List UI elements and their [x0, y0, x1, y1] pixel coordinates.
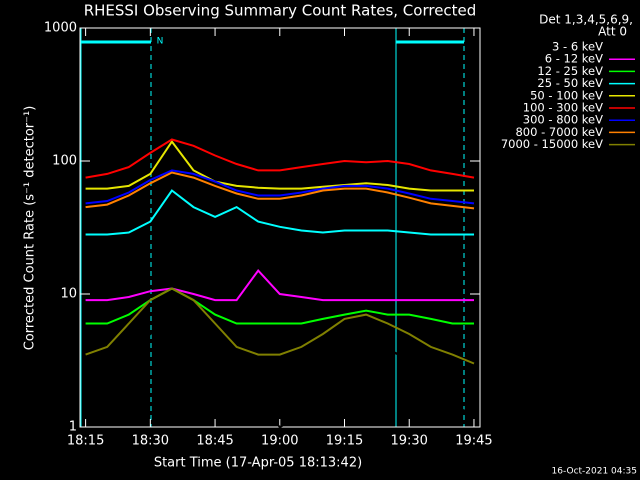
x-tick-label: 19:00 [261, 434, 298, 449]
legend-label: 12 - 25 keV [537, 64, 603, 78]
legend-label: 300 - 800 keV [523, 113, 603, 127]
y-tick-label: 100 [52, 154, 77, 169]
y-tick-label: 1 [69, 420, 77, 435]
series-line [85, 169, 475, 205]
legend-header: Det 1,3,4,5,6,9, [539, 13, 633, 27]
y-tick-label: 10 [60, 287, 77, 302]
x-axis-label: Start Time (17-Apr-05 18:13:42) [154, 456, 362, 471]
x-tick-label: 19:30 [390, 434, 427, 449]
legend-header: Att 0 [598, 25, 627, 39]
y-axis-label: Corrected Count Rate (s⁻¹ detector⁻¹) [23, 106, 38, 351]
series-line [85, 287, 475, 365]
legend-label: 800 - 7000 keV [515, 125, 603, 139]
series-line [85, 269, 474, 302]
x-tick-label: 18:45 [196, 434, 233, 449]
series-line [84, 313, 475, 429]
attenuator-markers [80, 28, 465, 427]
series-line [85, 171, 475, 210]
chart-title: RHESSI Observing Summary Count Rates, Co… [84, 2, 477, 20]
x-tick-label: 19:15 [326, 434, 363, 449]
legend-label: 7000 - 15000 keV [501, 137, 603, 151]
series-line [85, 189, 474, 236]
x-tick-label: 19:45 [455, 434, 492, 449]
legend-label: 25 - 50 keV [537, 76, 603, 90]
legend-label: 6 - 12 keV [545, 52, 603, 66]
annotation: N [157, 37, 164, 47]
series-line [85, 139, 474, 192]
y-tick-label: 1000 [44, 21, 77, 36]
x-tick-label: 18:30 [132, 434, 169, 449]
x-tick-label: 18:15 [67, 434, 104, 449]
legend-label: 3 - 6 keV [552, 40, 603, 54]
legend-label: 100 - 300 keV [523, 101, 603, 115]
footer: 16-Oct-2021 04:35 [552, 467, 637, 477]
series-line [85, 138, 475, 179]
legend-label: 50 - 100 keV [530, 88, 603, 102]
